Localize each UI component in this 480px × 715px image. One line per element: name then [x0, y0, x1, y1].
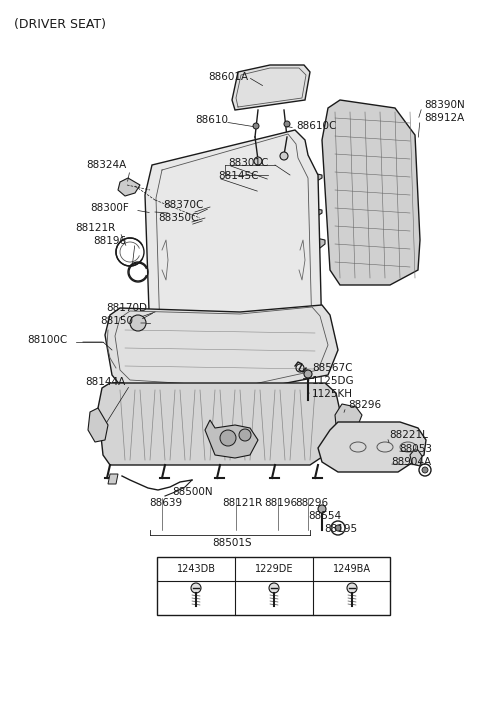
Text: 1125DG: 1125DG [312, 376, 355, 386]
Text: 88100C: 88100C [27, 335, 67, 345]
Text: 88196: 88196 [264, 498, 297, 508]
Text: 88300F: 88300F [90, 203, 129, 213]
Circle shape [422, 467, 428, 473]
Text: 1229DE: 1229DE [255, 564, 293, 574]
Text: 88301C: 88301C [228, 158, 268, 168]
Circle shape [254, 157, 262, 165]
Circle shape [347, 583, 357, 593]
Text: 1243DB: 1243DB [177, 564, 216, 574]
Polygon shape [318, 422, 426, 472]
Text: 88610C: 88610C [296, 121, 336, 131]
Polygon shape [145, 130, 322, 390]
Polygon shape [335, 404, 362, 430]
Text: 88121R: 88121R [222, 498, 262, 508]
Polygon shape [108, 474, 118, 484]
Text: 88390N: 88390N [424, 100, 465, 110]
Polygon shape [313, 238, 325, 248]
Text: 88567C: 88567C [312, 363, 352, 373]
Polygon shape [98, 383, 342, 465]
Circle shape [220, 430, 236, 446]
Text: 88912A: 88912A [424, 113, 464, 123]
Text: 88324A: 88324A [86, 160, 126, 170]
Text: 88144A: 88144A [85, 377, 125, 387]
Text: 88170D: 88170D [106, 303, 147, 313]
Text: 88195: 88195 [324, 524, 357, 534]
Text: 88221L: 88221L [389, 430, 428, 440]
Text: 88554: 88554 [308, 511, 341, 521]
Text: 88500N: 88500N [172, 487, 213, 497]
Text: 88296: 88296 [295, 498, 328, 508]
Polygon shape [322, 100, 420, 285]
Text: 88150: 88150 [100, 316, 133, 326]
Text: 88196: 88196 [93, 236, 126, 246]
Text: 88370C: 88370C [163, 200, 204, 210]
Circle shape [284, 121, 290, 127]
Text: (DRIVER SEAT): (DRIVER SEAT) [14, 18, 106, 31]
Text: 88350C: 88350C [158, 213, 198, 223]
Text: 1125KH: 1125KH [312, 389, 353, 399]
Polygon shape [410, 450, 422, 466]
Text: 88601A: 88601A [208, 72, 248, 82]
Text: 88296: 88296 [348, 400, 381, 410]
Circle shape [130, 315, 146, 331]
Polygon shape [306, 208, 322, 218]
Circle shape [239, 429, 251, 441]
Polygon shape [205, 420, 258, 458]
Text: 88501S: 88501S [212, 538, 252, 548]
Bar [157, 557, 390, 615]
Circle shape [318, 505, 326, 513]
Circle shape [304, 370, 312, 378]
Text: 1249BA: 1249BA [333, 564, 371, 574]
Text: 88145C: 88145C [218, 171, 259, 181]
Polygon shape [118, 178, 140, 196]
Polygon shape [105, 305, 338, 392]
Text: 88121R: 88121R [75, 223, 115, 233]
Text: 88904A: 88904A [391, 457, 431, 467]
Circle shape [280, 152, 288, 160]
Text: 88610: 88610 [195, 115, 228, 125]
Text: 88053: 88053 [399, 444, 432, 454]
Circle shape [191, 583, 201, 593]
Polygon shape [308, 173, 322, 182]
Circle shape [335, 525, 341, 531]
Text: 88639: 88639 [149, 498, 182, 508]
Polygon shape [232, 65, 310, 110]
Polygon shape [88, 408, 108, 442]
Circle shape [253, 123, 259, 129]
Circle shape [269, 583, 279, 593]
